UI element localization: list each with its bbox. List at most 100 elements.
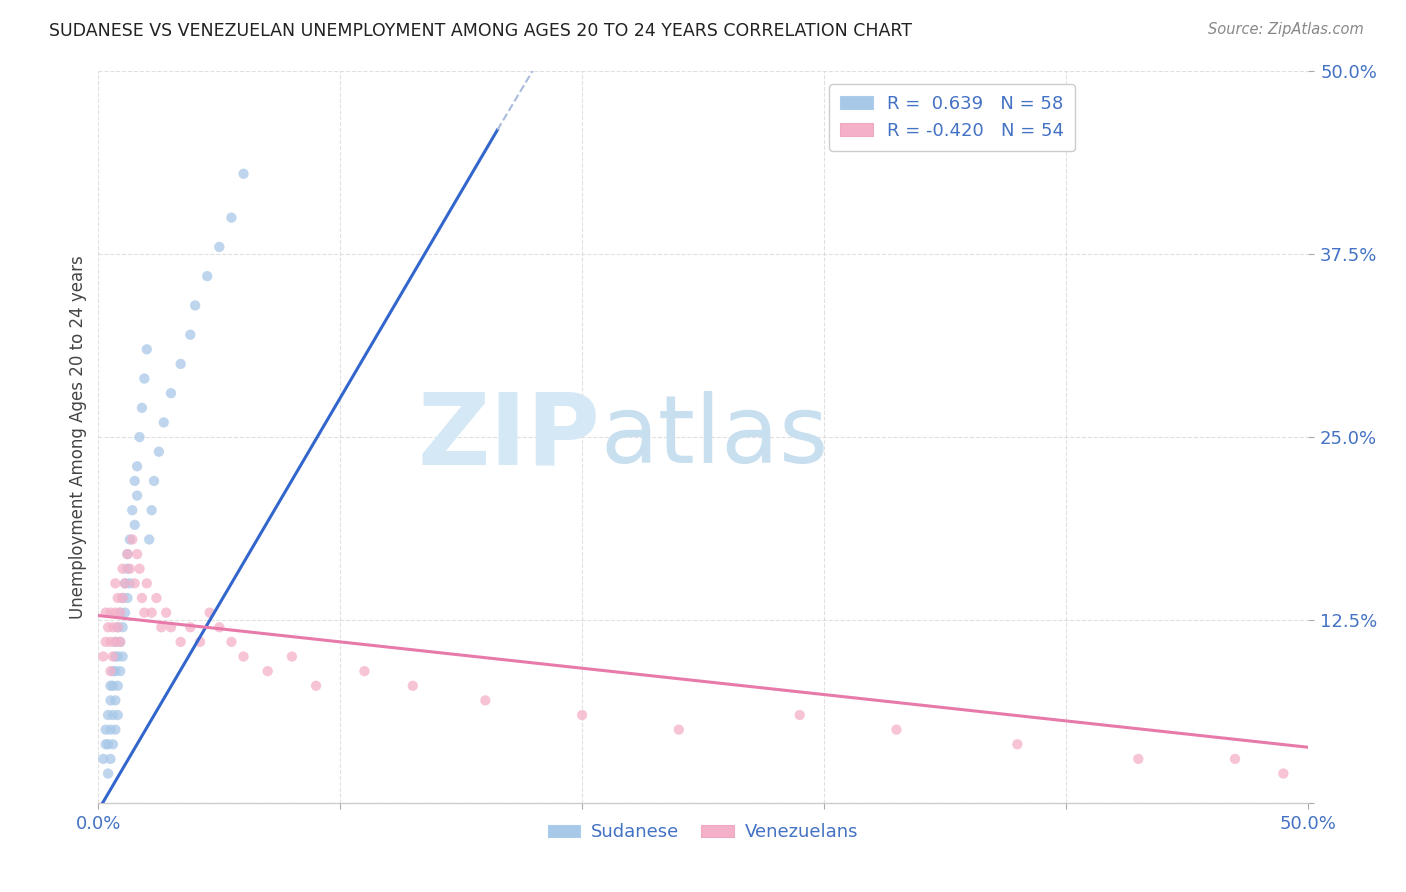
Point [198,606,221,620]
Point [108,635,131,649]
Point [145,591,167,605]
Point [188,635,211,649]
Point [221,211,243,225]
Point [143,474,166,488]
Point [195,269,218,284]
Point [1223,752,1246,766]
Point [94,635,117,649]
Point [221,635,243,649]
Point [111,562,134,576]
Point [135,343,157,357]
Point [104,635,127,649]
Point [114,576,136,591]
Text: ZIP: ZIP [418,389,600,485]
Point [100,606,122,620]
Point [131,591,153,605]
Point [571,708,593,723]
Point [141,503,163,517]
Point [208,240,231,254]
Point [121,503,143,517]
Point [117,591,139,605]
Text: Source: ZipAtlas.com: Source: ZipAtlas.com [1208,22,1364,37]
Point [114,576,136,591]
Point [160,386,183,401]
Point [107,620,129,634]
Point [155,606,177,620]
Point [232,167,254,181]
Point [135,576,157,591]
Point [886,723,908,737]
Text: SUDANESE VS VENEZUELAN UNEMPLOYMENT AMONG AGES 20 TO 24 YEARS CORRELATION CHART: SUDANESE VS VENEZUELAN UNEMPLOYMENT AMON… [49,22,912,40]
Point [107,620,129,634]
Point [150,620,173,634]
Point [128,562,150,576]
Point [121,533,143,547]
Point [118,576,141,591]
Point [104,693,127,707]
Point [100,723,122,737]
Point [101,664,124,678]
Point [97,620,120,634]
Point [108,635,131,649]
Point [111,591,134,605]
Point [107,649,129,664]
Point [97,737,120,751]
Point [91,649,114,664]
Point [281,649,304,664]
Text: atlas: atlas [600,391,828,483]
Point [101,708,124,723]
Point [1007,737,1029,751]
Point [104,664,127,678]
Point [127,547,149,561]
Point [107,708,129,723]
Point [104,649,127,664]
Point [100,679,122,693]
Point [474,693,496,707]
Y-axis label: Unemployment Among Ages 20 to 24 years: Unemployment Among Ages 20 to 24 years [69,255,87,619]
Point [108,606,131,620]
Point [107,591,129,605]
Point [117,547,139,561]
Point [1128,752,1150,766]
Point [111,620,134,634]
Point [107,679,129,693]
Point [101,649,124,664]
Point [97,766,120,780]
Point [305,679,328,693]
Point [160,620,183,634]
Point [101,620,124,634]
Point [104,635,127,649]
Point [94,737,117,751]
Point [256,664,278,678]
Point [91,752,114,766]
Point [131,401,153,415]
Point [402,679,425,693]
Point [108,606,131,620]
Point [353,664,375,678]
Point [138,533,160,547]
Legend: Sudanese, Venezuelans: Sudanese, Venezuelans [541,816,865,848]
Point [208,620,231,634]
Point [100,752,122,766]
Point [1272,766,1295,780]
Point [101,679,124,693]
Point [94,723,117,737]
Point [104,723,127,737]
Point [118,533,141,547]
Point [117,547,139,561]
Point [101,737,124,751]
Point [124,576,146,591]
Point [111,649,134,664]
Point [152,416,174,430]
Point [134,606,156,620]
Point [118,562,141,576]
Point [104,606,127,620]
Point [100,635,122,649]
Point [97,708,120,723]
Point [789,708,811,723]
Point [232,649,254,664]
Point [668,723,690,737]
Point [100,664,122,678]
Point [134,371,156,385]
Point [127,459,149,474]
